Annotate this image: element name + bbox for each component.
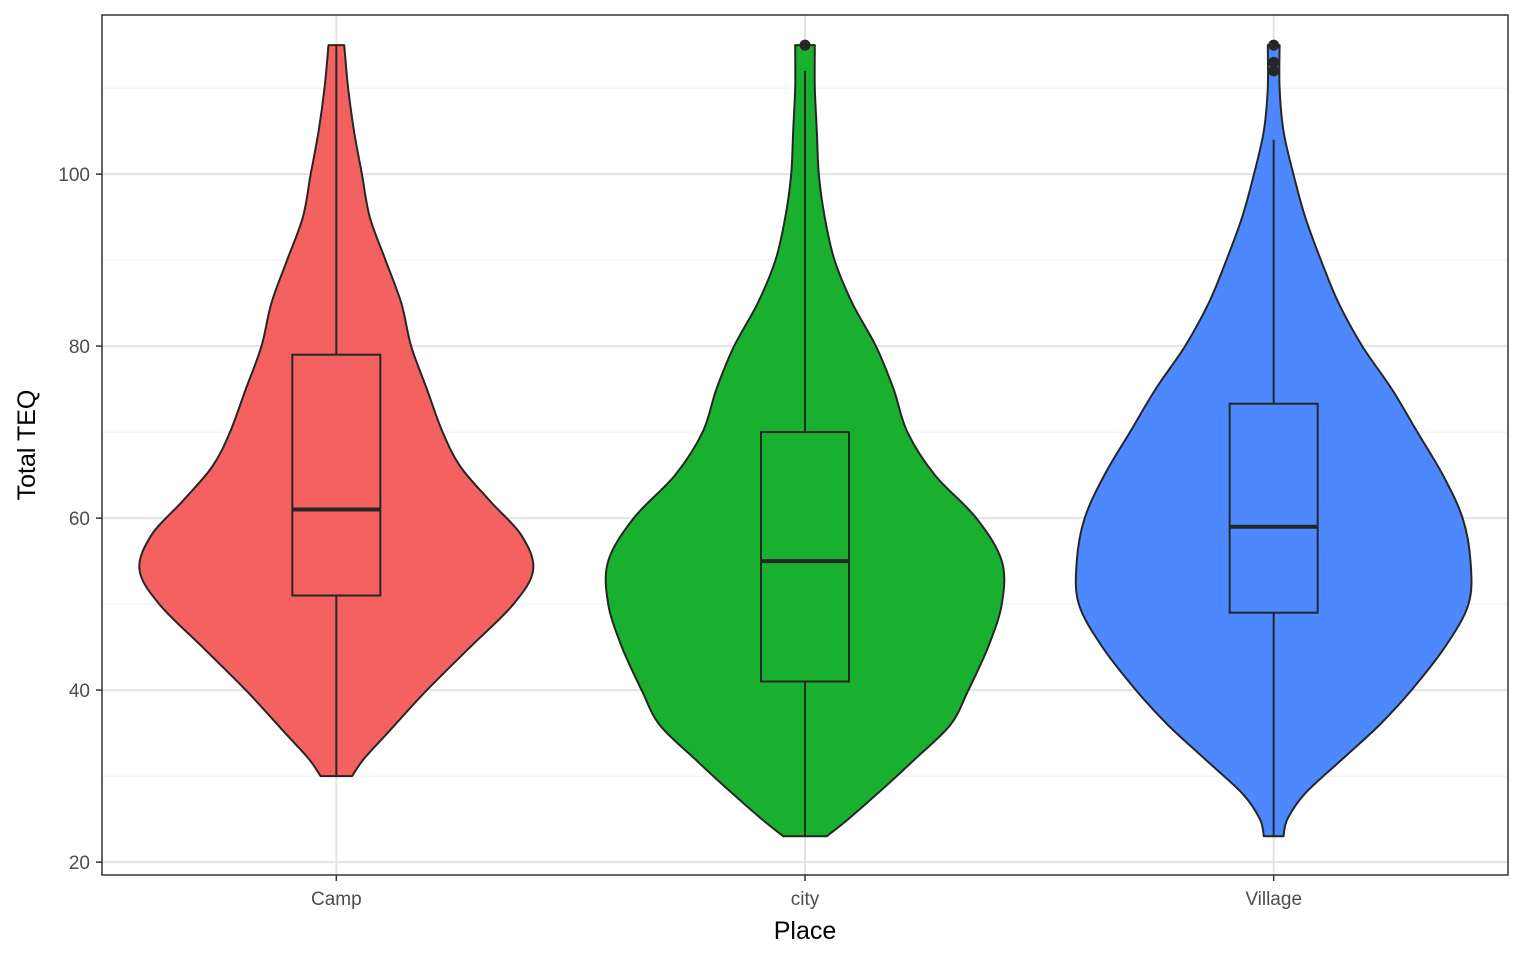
outlier-point bbox=[799, 39, 811, 51]
outlier-point bbox=[1268, 39, 1280, 51]
x-tick-label: Village bbox=[1245, 889, 1302, 910]
box-village bbox=[1228, 402, 1319, 614]
boxplots bbox=[291, 39, 1319, 837]
y-tick-label: 100 bbox=[58, 165, 90, 186]
x-axis-title: Place bbox=[774, 917, 837, 945]
y-tick-label: 60 bbox=[69, 509, 90, 530]
box-camp bbox=[291, 353, 382, 597]
outlier-point bbox=[1268, 65, 1280, 77]
y-axis-title: Total TEQ bbox=[13, 390, 41, 501]
y-tick-label: 80 bbox=[69, 337, 90, 358]
x-tick-label: city bbox=[791, 889, 820, 910]
outlier-point bbox=[1268, 56, 1280, 68]
axes: 20 40 60 80 100 Camp city Village bbox=[58, 165, 1302, 910]
y-tick-label: 20 bbox=[69, 853, 90, 874]
x-tick-label: Camp bbox=[311, 889, 362, 910]
box-city bbox=[760, 431, 850, 683]
y-tick-label: 40 bbox=[69, 681, 90, 702]
